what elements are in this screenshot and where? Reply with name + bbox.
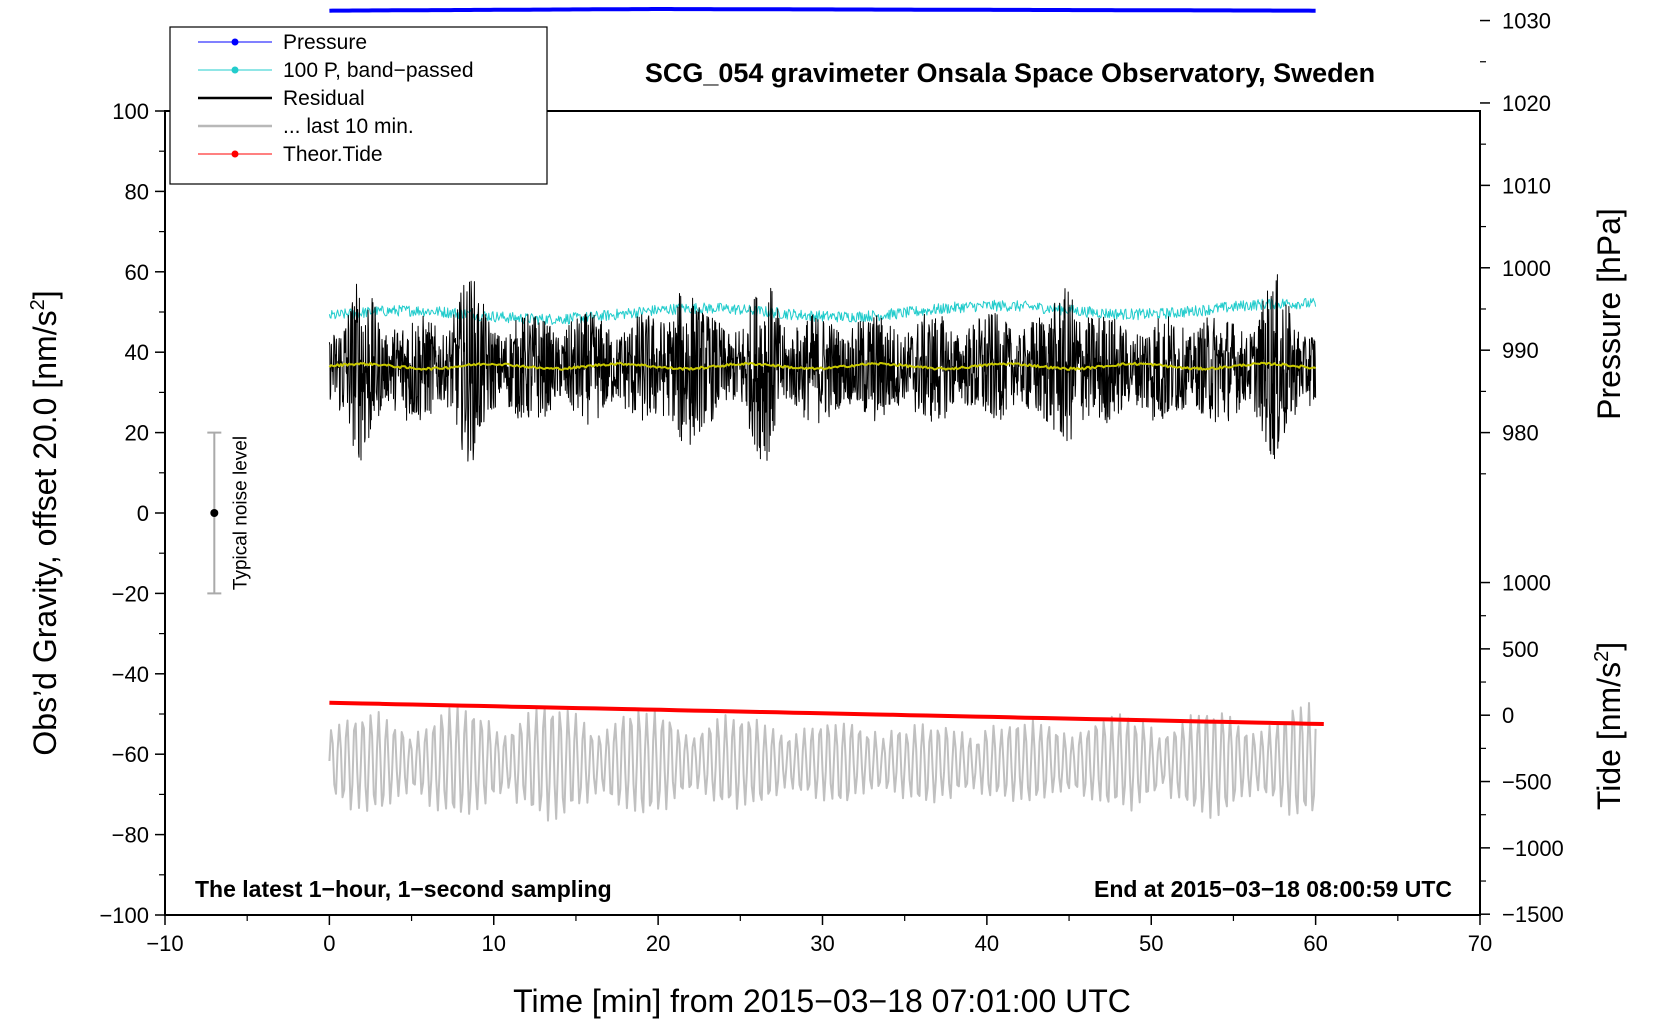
y-tick-label: −80 [112,823,149,848]
pressure-tick-label: 990 [1502,338,1539,363]
legend-swatch-dot [231,150,239,158]
y-tick-label: 20 [125,421,149,446]
pressure-tick-label: 980 [1502,421,1539,446]
x-tick-label: 0 [323,931,335,956]
legend-label: ... last 10 min. [283,115,414,138]
legend-swatch-dot [231,38,239,46]
tide-tick-label: 0 [1502,703,1514,728]
x-tick-label: 20 [646,931,670,956]
legend: Pressure 100 P, band−passed Residual ... la… [169,26,548,185]
pressure-tick-label: 1000 [1502,256,1551,281]
series-layer [328,7,1324,822]
series-band-passed [328,297,1317,325]
series-pressure [329,7,1316,13]
tide-axis-title-main: Tide [nm/s [1591,662,1627,810]
y-tick-label: 80 [125,179,149,204]
noise-level-indicator: Typical noise level [207,431,251,595]
series-last-10-min [328,702,1317,822]
tide-tick-label: −500 [1502,770,1552,795]
series-residual [328,274,1317,462]
legend-label: Residual [283,87,365,110]
y-tick-label: 60 [125,260,149,285]
y-tick-label: 0 [137,501,149,526]
legend-label: Pressure [283,31,367,54]
x-tick-label: 60 [1303,931,1327,956]
x-tick-label: −10 [146,931,183,956]
tide-tick-label: −1500 [1502,902,1564,927]
x-tick-label: 50 [1139,931,1163,956]
pressure-tick-label: 1020 [1502,91,1551,116]
y-tick-label: 40 [125,340,149,365]
series-theor-tide [329,700,1324,726]
y-axis-title-main: Obs’d Gravity, offset 20.0 [nm/s [27,310,63,755]
tide-tick-label: 500 [1502,637,1539,662]
y-axis-title-close: ] [27,290,63,299]
annotation-bottom-right: End at 2015−03−18 08:00:59 UTC [1094,876,1452,902]
tide-axis-title: Tide [nm/s2] [1591,642,1627,810]
y-tick-label: −20 [112,581,149,606]
y-tick-label: 100 [112,99,149,124]
legend-box [169,26,548,185]
series-mean [328,361,1317,371]
y-tick-label: −100 [99,903,149,928]
annotation-bottom-left: The latest 1−hour, 1−second sampling [195,876,612,902]
pressure-tick-label: 1030 [1502,9,1551,34]
axes-layer: −10 0 10 20 30 40 50 60 70−100−80−60−40−20020406… [99,9,1564,956]
chart-title: SCG_054 gravimeter Onsala Space Observat… [645,58,1375,88]
y-tick-label: −40 [112,662,149,687]
y-tick-label: −60 [112,742,149,767]
x-tick-label: 40 [975,931,999,956]
legend-label: 100 P, band−passed [283,59,474,82]
y-axis-title: Obs’d Gravity, offset 20.0 [nm/s2] [27,290,63,755]
y-axis-title-sup: 2 [27,299,49,310]
pressure-axis-title: Pressure [hPa] [1591,208,1627,420]
noise-level-label: Typical noise level [230,436,251,590]
x-tick-label: 10 [482,931,506,956]
tide-tick-label: 1000 [1502,571,1551,596]
x-tick-label: 30 [810,931,834,956]
pressure-tick-label: 1010 [1502,173,1551,198]
legend-label: Theor.Tide [283,143,383,166]
tide-tick-label: −1000 [1502,836,1564,861]
noise-bar-center [210,509,219,517]
x-tick-label: 70 [1468,931,1492,956]
x-axis-title: Time [min] from 2015−03−18 07:01:00 UTC [513,983,1131,1019]
tide-axis-title-close: ] [1591,642,1627,651]
legend-swatch-dot [231,66,239,74]
tide-axis-title-sup: 2 [1591,651,1613,662]
